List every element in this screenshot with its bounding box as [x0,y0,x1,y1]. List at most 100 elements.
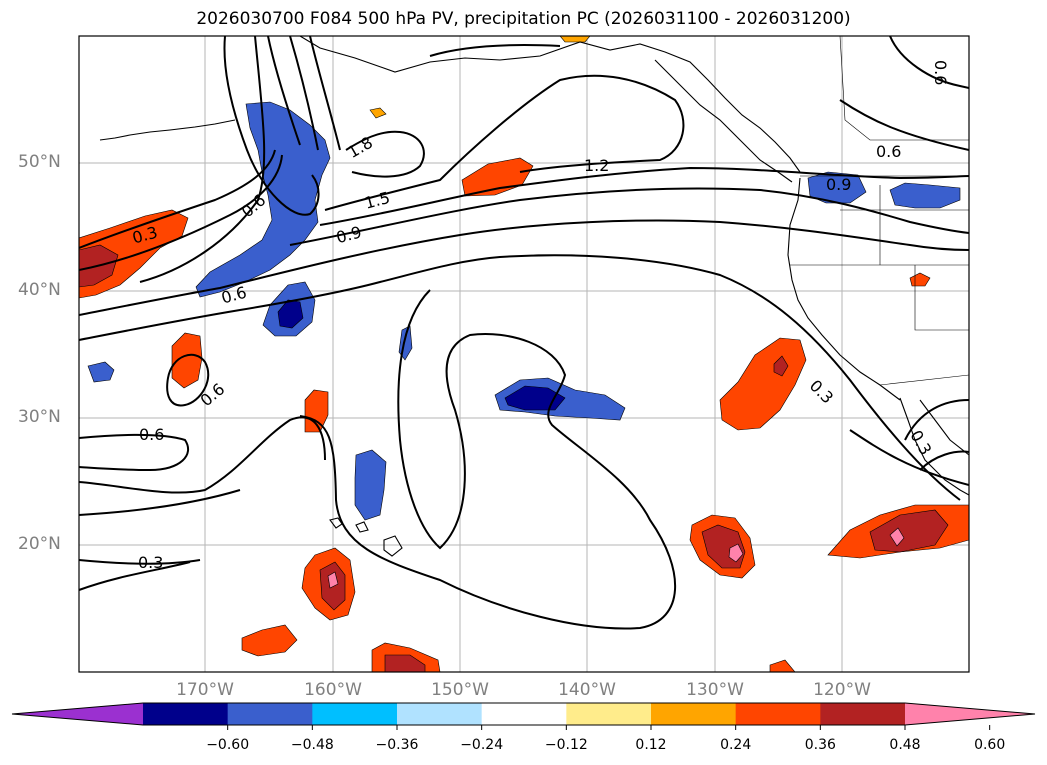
gridlines [79,36,969,672]
pos-area-small-3 [559,36,591,43]
pos-area-small-1 [909,272,931,287]
lon-label-150w: 150°W [431,680,489,700]
pos-area-mexico-core [869,509,949,553]
pos-area-22n-mid-peak [728,543,744,563]
borders [790,36,969,386]
colorbar-tick-label: 0.60 [974,737,1006,753]
colorbar-tick-label: −0.60 [206,737,250,753]
map-title: 2026030700 F084 500 hPa PV, precipitatio… [196,9,851,29]
pos-area-bottom-core [384,654,426,672]
colorbar-segment [143,703,229,725]
pos-area-socal-offshore [719,337,807,431]
pos-area-north-pacific [461,157,534,197]
neg-area-40n-core [277,299,304,329]
colorbar-tick-label: −0.12 [544,737,588,753]
contour-0.6-loop [166,353,210,407]
contour-alaska-2 [839,99,969,151]
lon-label-120w: 120°W [813,680,871,700]
contour-label: 0.3 [806,376,837,407]
mexico-coast [919,399,969,456]
baja [899,397,969,496]
colorbar-segment [651,703,737,725]
contour-label: 0.3 [138,553,163,572]
colorbar-extend-high [905,703,1035,725]
contour-ridge-1 [223,36,320,216]
contour-se-coast [904,399,969,441]
lon-label-140w: 140°W [558,680,616,700]
colorbar-segment [312,703,398,725]
colorbar-tick-label: −0.36 [375,737,419,753]
contour-west-jet-2 [79,154,283,271]
state-line-3 [914,265,969,331]
neg-area-idaho [889,182,961,209]
us-west-coast [787,177,901,401]
lat-label-40n: 40°N [18,280,61,300]
contour-small-loop [429,44,561,57]
colorbar-tick-label: −0.48 [290,737,334,753]
pos-area-small-4 [769,659,796,672]
colorbar-segment [735,703,821,725]
contour-ridge-4 [309,36,341,151]
contour-label: 1.5 [362,188,392,213]
pos-area-mexico-peak [889,527,905,547]
contour-0.3-bottom-2 [79,561,191,591]
lat-label-30n: 30°N [18,407,61,427]
contour-0.3-sw [79,416,326,494]
neg-area-25n [354,449,387,521]
pos-area-31n [304,389,329,433]
colorbar [11,702,1036,730]
contour-0.6-upper [139,36,266,283]
contour-1.5 [324,74,685,211]
alaska-bc-border [839,36,969,141]
colorbar-extend-low [12,703,143,725]
lat-label-20n: 20°N [18,534,61,554]
colorbar-tick-label: 0.12 [635,737,667,753]
colorbar-segment [566,703,652,725]
contour-1.2 [319,166,969,226]
pos-area-36n [171,332,203,389]
aleutians [99,119,236,141]
contour-label: 0.9 [334,222,364,247]
contour-label: 0.6 [197,379,229,410]
contour-label: 1.2 [584,156,609,175]
contour-0.6-mid [79,219,969,316]
contour-ridge-2 [267,36,301,146]
colorbar-outline [11,702,1036,726]
contour-1.8 [345,130,425,178]
contour-0.3-south [79,489,241,516]
contour-0.3-trough [79,254,961,501]
colorbar-segment [227,703,313,725]
mexico-border [879,374,969,386]
lon-label-170w: 170°W [176,680,234,700]
contour-cutoff-outer [299,289,677,630]
contour-label: 0.6 [139,425,164,444]
lon-label-130w: 130°W [686,680,744,700]
colorbar-tick-label: 0.24 [720,737,752,753]
colorbar-segment [481,703,567,725]
colorbar-tick-label: 0.36 [804,737,836,753]
contour-se-coast-3 [849,429,969,486]
contour-label: 0.6 [238,190,270,221]
pos-area-13n [241,624,298,657]
contour-se-coast-2 [919,450,969,471]
lat-label-50n: 50°N [18,152,61,172]
pos-area-small-2 [369,107,387,119]
colorbar-segment [820,703,906,725]
map-frame [78,35,970,673]
lon-label-160w: 160°W [304,680,362,700]
pos-area-socal-core [773,355,789,377]
positive-precip-areas [79,36,969,672]
colorbar-tick-label: −0.24 [460,737,504,753]
contour-0.9 [289,187,969,246]
contour-label: 0.6 [876,142,901,161]
hawaii-3 [383,535,403,557]
contour-label: 0.9 [826,175,851,194]
colorbar-tick-label: 0.48 [889,737,921,753]
neg-area-hawaii-west [87,361,115,383]
contour-label: 0.6 [931,60,950,85]
coastlines [99,36,969,557]
bc-coast [654,59,793,183]
contour-alaska [889,36,969,89]
alaska-coast [299,36,801,173]
